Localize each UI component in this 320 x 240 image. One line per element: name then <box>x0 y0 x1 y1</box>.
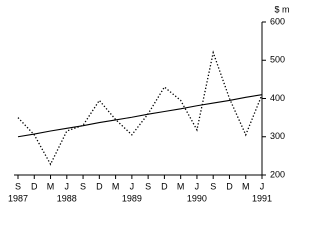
x-tick-label: M <box>47 181 55 191</box>
y-tick-label: 400 <box>270 93 285 103</box>
x-tick-label: D <box>161 181 168 191</box>
x-tick-label: D <box>31 181 38 191</box>
x-tick-label: M <box>112 181 120 191</box>
x-year-label: 1990 <box>187 193 207 203</box>
x-tick-label: M <box>177 181 185 191</box>
y-tick-label: 500 <box>270 55 285 65</box>
x-tick-label: S <box>80 181 86 191</box>
x-tick-label: J <box>260 181 265 191</box>
x-tick-label: S <box>15 181 21 191</box>
x-tick-label: J <box>130 181 135 191</box>
line-series <box>17 94 263 138</box>
y-tick-label: 200 <box>270 169 285 179</box>
x-year-label: 1987 <box>8 193 28 203</box>
x-year-label: 1989 <box>122 193 142 203</box>
y-tick-label: 300 <box>270 131 285 141</box>
x-tick-label: J <box>195 181 200 191</box>
y-tick-label: 600 <box>270 16 285 26</box>
x-tick-label: M <box>242 181 250 191</box>
x-tick-label: D <box>226 181 233 191</box>
y-unit-label: $ m <box>274 4 289 14</box>
x-tick-label: D <box>96 181 103 191</box>
x-year-label: 1991 <box>252 193 272 203</box>
x-year-label: 1988 <box>57 193 77 203</box>
line-series <box>17 50 263 166</box>
x-tick-label: J <box>65 181 70 191</box>
x-tick-label: S <box>145 181 151 191</box>
x-tick-label: S <box>210 181 216 191</box>
